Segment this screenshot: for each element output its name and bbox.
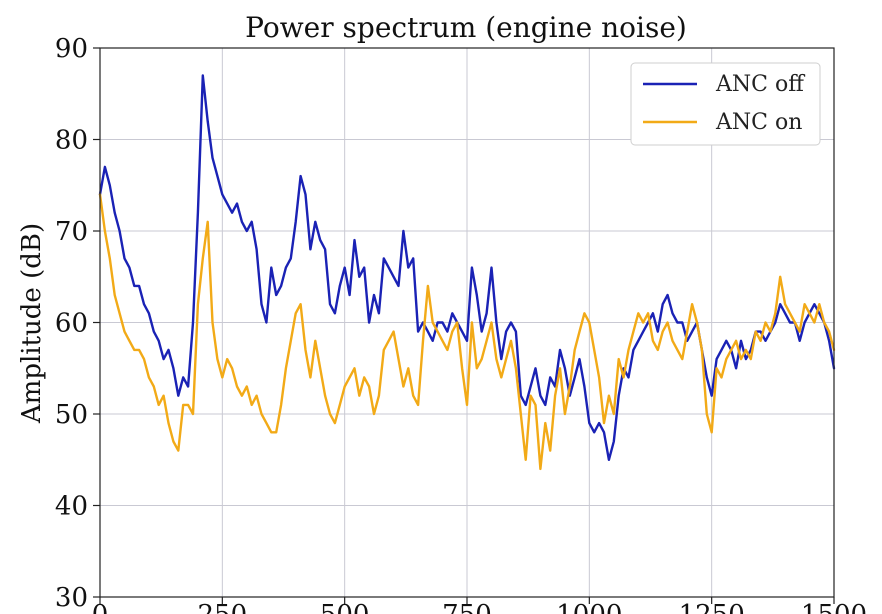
y-tick-label: 60	[55, 309, 88, 339]
y-tick-label: 80	[55, 126, 88, 156]
series-lines	[98, 74, 836, 471]
y-tick-label: 50	[55, 400, 88, 430]
legend: ANC off ANC on	[630, 62, 821, 146]
x-axis-ticks: 0 250 500 750 1000 1250 1500	[92, 597, 867, 614]
y-tick-label: 40	[55, 492, 88, 522]
y-axis-ticks: 30 40 50 60 70 80 90	[55, 34, 100, 613]
legend-label-anc-on: ANC on	[715, 110, 802, 135]
x-tick-label: 500	[320, 600, 370, 614]
chart-title: Power spectrum (engine noise)	[245, 11, 687, 44]
y-tick-label: 30	[55, 583, 88, 613]
y-tick-label: 70	[55, 217, 88, 247]
series-line-anc-on	[98, 193, 836, 471]
x-tick-label: 750	[442, 600, 492, 614]
y-axis-label: Amplitude (dB)	[17, 223, 47, 424]
x-tick-label: 1000	[556, 600, 622, 614]
series-line-anc-off	[98, 74, 836, 461]
x-tick-label: 250	[198, 600, 248, 614]
legend-label-anc-off: ANC off	[715, 72, 805, 97]
x-tick-label: 1250	[679, 600, 745, 614]
x-tick-label: 0	[92, 600, 109, 614]
x-tick-label: 1500	[801, 600, 867, 614]
y-tick-label: 90	[55, 34, 88, 64]
